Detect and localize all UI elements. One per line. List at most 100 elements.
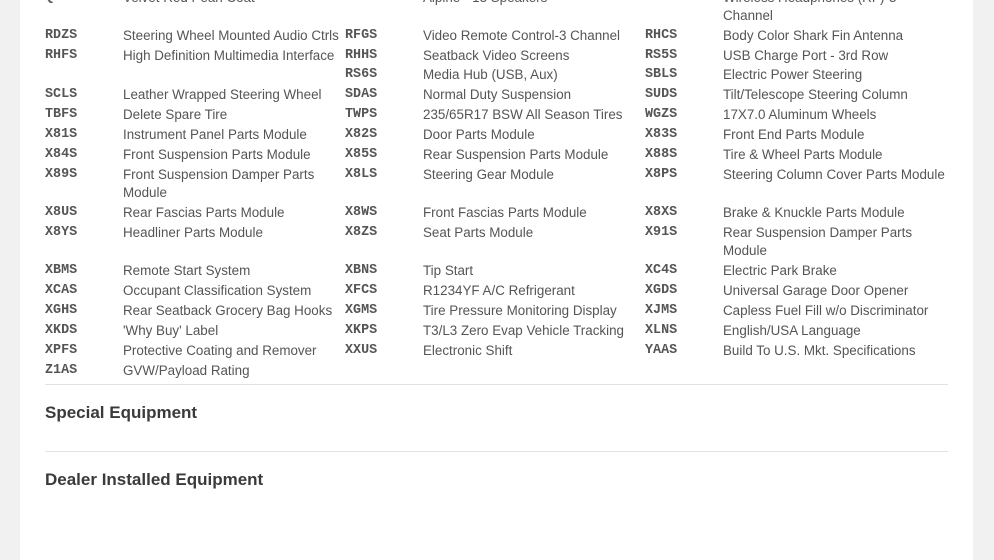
option-description: Tire Pressure Monitoring Display: [423, 303, 617, 318]
option-code-cell: SDAS: [345, 86, 423, 106]
option-code-cell: X91S: [645, 224, 723, 262]
option-description: 235/65R17 BSW All Season Tires: [423, 107, 623, 122]
option-code-cell: XCAS: [45, 282, 123, 302]
special-equipment-heading[interactable]: Special Equipment: [45, 403, 198, 422]
dealer-installed-equipment-heading[interactable]: Dealer Installed Equipment: [45, 470, 264, 489]
option-code: TWPS: [345, 107, 378, 122]
option-code-cell: RCSS: [345, 0, 423, 27]
option-code: XJMS: [645, 303, 678, 318]
option-desc-cell: Video Remote Control-3 Channel: [423, 27, 645, 47]
option-description: Instrument Panel Parts Module: [123, 127, 307, 142]
option-desc-cell: GVW/Payload Rating: [123, 362, 345, 382]
option-description: GVW/Payload Rating: [123, 363, 250, 378]
option-code: XKDS: [45, 323, 78, 338]
option-code-cell: TWPS: [345, 106, 423, 126]
option-desc-cell: Tip Start: [423, 262, 645, 282]
option-description: Door Parts Module: [423, 127, 535, 142]
option-description: Front End Parts Module: [723, 127, 865, 142]
option-code-cell: QRVS: [45, 0, 123, 27]
options-table: QRVSVelvet Red Pearl CoatRCSSAlpine - 13…: [45, 0, 948, 382]
options-row: RHFS High Definition Multimedia Interface…: [45, 47, 948, 86]
option-description: Rear Seatback Grocery Bag Hooks: [123, 303, 333, 318]
option-desc-cell: Remote Start System: [123, 262, 345, 282]
option-description: Rear Suspension Damper Parts Module: [723, 225, 913, 258]
option-desc-cell: Electronic Shift: [423, 342, 645, 362]
option-code: RHFS: [45, 48, 78, 63]
option-description: 'Why Buy' Label: [123, 323, 219, 338]
option-code: Z1AS: [45, 363, 78, 378]
option-desc-cell: Headliner Parts Module: [123, 224, 345, 262]
option-description: Protective Coating and Remover: [123, 343, 317, 358]
option-description: Alpine - 13 Speakers: [423, 0, 645, 7]
option-desc-cell: Universal Garage Door Opener: [723, 282, 948, 302]
option-code: RFGS: [345, 28, 378, 43]
option-code: SCLS: [45, 87, 78, 102]
option-desc-cell: T3/L3 Zero Evap Vehicle Tracking: [423, 322, 645, 342]
option-description: Steering Gear Module: [423, 167, 555, 182]
option-code-cell: X83S: [645, 126, 723, 146]
option-description: Universal Garage Door Opener: [723, 283, 909, 298]
option-code-cell: [645, 362, 723, 382]
option-code: XBNS: [345, 263, 378, 278]
option-desc-cell: Rear Suspension Damper Parts Module: [723, 224, 948, 262]
option-desc-cell: Normal Duty Suspension: [423, 86, 645, 106]
option-desc-cell: High Definition Multimedia Interface: [123, 47, 345, 86]
divider: [45, 451, 948, 452]
option-desc-cell: Electric Park Brake: [723, 262, 948, 282]
option-description: English/USA Language: [723, 323, 861, 338]
option-description: Tilt/Telescope Steering Column: [723, 87, 908, 102]
option-code-cell: RDTS: [645, 0, 723, 27]
option-desc-cell: Front Suspension Damper Parts Module: [123, 166, 345, 204]
option-description: Media Hub (USB, Aux): [423, 67, 558, 82]
option-description: Velvet Red Pearl Coat: [123, 0, 345, 7]
option-code: WGZS: [645, 107, 678, 122]
option-description: Video Remote Control-3 Channel: [423, 28, 621, 43]
option-description: Electric Park Brake: [723, 263, 837, 278]
options-row: XGHS Rear Seatback Grocery Bag Hooks XGMS T…: [45, 302, 948, 322]
option-desc-cell: Rear Fascias Parts Module: [123, 204, 345, 224]
option-desc-cell: [723, 362, 948, 382]
option-code-cell: XC4S: [645, 262, 723, 282]
option-code: X89S: [45, 167, 78, 182]
option-desc-cell: Protective Coating and Remover: [123, 342, 345, 362]
option-code: X82S: [345, 127, 378, 142]
option-description: High Definition Multimedia Interface: [123, 48, 335, 63]
option-description: Front Suspension Parts Module: [123, 147, 311, 162]
option-desc-cell: Velvet Red Pearl Coat: [123, 0, 345, 27]
option-code-cell: XXUS: [345, 342, 423, 362]
option-code: XGDS: [645, 283, 678, 298]
option-code: RHHS: [345, 48, 378, 63]
option-desc-cell: Steering Wheel Mounted Audio Ctrls: [123, 27, 345, 47]
option-description: USB Charge Port - 3rd Row: [723, 48, 889, 63]
option-code-cell: X88S: [645, 146, 723, 166]
option-code: SDAS: [345, 87, 378, 102]
option-description: T3/L3 Zero Evap Vehicle Tracking: [423, 323, 624, 338]
option-description: Headliner Parts Module: [123, 225, 263, 240]
option-code-cell: RFGS: [345, 27, 423, 47]
option-code: X8ZS: [345, 225, 378, 240]
option-desc-cell: Occupant Classification System: [123, 282, 345, 302]
option-description: Electronic Shift: [423, 343, 513, 358]
option-desc-cell: Steering Column Cover Parts Module: [723, 166, 948, 204]
option-code-cell: TBFS: [45, 106, 123, 126]
option-description: Leather Wrapped Steering Wheel: [123, 87, 322, 102]
option-code-cell: RS5S SBLS: [645, 47, 723, 86]
option-description: Front Suspension Damper Parts Module: [123, 167, 315, 200]
option-code: X91S: [645, 225, 678, 240]
options-row: Z1AS GVW/Payload Rating: [45, 362, 948, 382]
options-row: XPFS Protective Coating and Remover XXUS El…: [45, 342, 948, 362]
option-desc-cell: R1234YF A/C Refrigerant: [423, 282, 645, 302]
option-description: Delete Spare Tire: [123, 107, 228, 122]
option-code: RS5S: [645, 48, 678, 63]
option-description: Wireless Headphones (RF)-3 Channel: [723, 0, 896, 23]
option-desc-cell: Seatback Video Screens Media Hub (USB, Au…: [423, 47, 645, 86]
option-code-cell: SUDS: [645, 86, 723, 106]
option-desc-cell: 17X7.0 Aluminum Wheels: [723, 106, 948, 126]
option-code: SBLS: [645, 67, 678, 82]
options-row: XCAS Occupant Classification System XFCS R1…: [45, 282, 948, 302]
options-row: XBMS Remote Start System XBNS Tip Start XC4S…: [45, 262, 948, 282]
options-row: X89S Front Suspension Damper Parts Module…: [45, 166, 948, 204]
option-desc-cell: Front Suspension Parts Module: [123, 146, 345, 166]
option-description: Seat Parts Module: [423, 225, 534, 240]
option-description: Electric Power Steering: [723, 67, 863, 82]
